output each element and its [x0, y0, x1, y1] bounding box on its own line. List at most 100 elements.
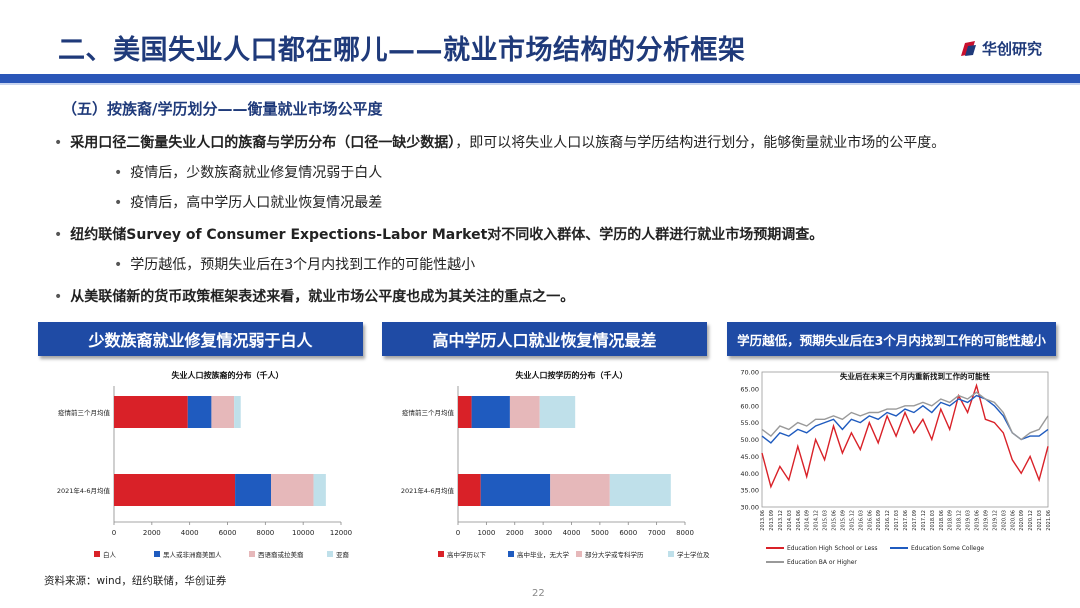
logo-text: 华创研究 — [981, 40, 1042, 58]
x-tick-label: 2000 — [143, 529, 161, 537]
x-tick-label: 2021.03 — [1037, 510, 1043, 531]
x-tick-label: 1000 — [477, 529, 495, 537]
x-tick-label: 8000 — [676, 529, 694, 537]
y-tick-label: 60.00 — [740, 402, 759, 410]
y-tick-label: 30.00 — [740, 504, 759, 512]
y-tick-label: 70.00 — [740, 369, 759, 377]
series-line-0 — [761, 383, 1049, 489]
legend-label: 高中毕业，无大学 — [517, 550, 570, 559]
legend-swatch — [327, 551, 333, 557]
legend-label: 白人 — [103, 550, 117, 559]
bar-0-3 — [539, 396, 576, 428]
x-tick-label: 3000 — [534, 529, 552, 537]
x-tick-label: 2018.03 — [930, 510, 936, 531]
page-title: 二、美国失业人口都在哪儿——就业市场结构的分析框架 — [58, 35, 746, 66]
banner-race: 少数族裔就业修复情况弱于白人 — [38, 322, 363, 356]
title-rule — [0, 74, 1080, 85]
x-tick-label: 12000 — [330, 529, 352, 537]
bar-1-0 — [114, 474, 236, 506]
x-tick-label: 2013.06 — [760, 510, 766, 531]
x-tick-label: 2015.03 — [823, 510, 829, 531]
x-tick-label: 2016.06 — [867, 510, 873, 531]
x-tick-label: 2015.12 — [849, 510, 855, 531]
x-tick-label: 2019.03 — [966, 510, 972, 531]
bar-1-3 — [313, 474, 326, 506]
x-tick-label: 2016.03 — [858, 510, 864, 531]
x-tick-label: 2020.06 — [1010, 510, 1016, 531]
x-tick-label: 2015.09 — [840, 510, 846, 531]
x-tick-label: 7000 — [648, 529, 666, 537]
bullet-3: • 从美联储新的货币政策框架表述来看，就业市场公平度也成为其关注的重点之一。 — [54, 289, 575, 305]
x-tick-label: 2019.12 — [992, 510, 998, 531]
x-tick-label: 4000 — [181, 529, 199, 537]
x-tick-label: 2020.12 — [1028, 510, 1034, 531]
x-tick-label: 2014.09 — [805, 510, 811, 531]
chart-title: 失业人口按学历的分布（千人） — [516, 370, 628, 380]
x-tick-label: 6000 — [219, 529, 237, 537]
bullet-3-text: 从美联储新的货币政策框架表述来看，就业市场公平度也成为其关注的重点之一。 — [70, 289, 575, 305]
chart-job-finding-expectation: 30.00 35.00 40.00 45.00 50.00 55.00 60.00 65.00… — [740, 369, 1052, 567]
bullet-2-sub-1-text: 学历越低，预期失业后在3个月内找到工作的可能性越小 — [130, 257, 476, 273]
legend-label: 黑人或非洲裔美国人 — [163, 550, 222, 559]
bar-1-1 — [480, 474, 551, 506]
x-tick-label: 2017.03 — [894, 510, 900, 531]
legend-label: 部分大学或专科学历 — [585, 550, 644, 559]
chart-race-distribution: 失业人口按族裔的分布（千人） 0 2000 4000 6000 8000 10000 1200… — [57, 370, 352, 559]
x-tick-label: 2000 — [506, 529, 524, 537]
y-tick-label: 65.00 — [740, 385, 759, 393]
x-tick-label: 2014.12 — [814, 510, 820, 531]
x-tick-label: 2014.06 — [796, 510, 802, 531]
legend-label: Education BA or Higher — [787, 559, 857, 566]
bullet-1: • 采用口径二衡量失业人口的族裔与学历分布（口径一缺少数据），即可以将失业人口以族… — [54, 135, 946, 151]
legend-label: Education High School or Less — [787, 545, 878, 552]
bullet-2: • 纽约联储Survey of Consumer Expections-Labor… — [54, 227, 824, 243]
source-note: 资料来源：wind，纽约联储，华创证券 — [44, 575, 227, 587]
x-tick-label: 2018.06 — [939, 510, 945, 531]
y-tick-label: 35.00 — [740, 487, 759, 495]
legend-swatch — [94, 551, 100, 557]
bar-0-0 — [114, 396, 188, 428]
legend-swatch — [576, 551, 582, 557]
bullet-1-sub-2-text: 疫情后，高中学历人口就业恢复情况最差 — [130, 195, 383, 211]
category-label: 疫情前三个月均值 — [402, 408, 455, 417]
chart-title: 失业后在未来三个月内重新找到工作的可能性 — [840, 371, 990, 381]
huachuang-logo-icon — [959, 40, 977, 58]
legend-label: 学士学位及以上 — [677, 550, 710, 559]
x-tick-label: 2016.12 — [885, 510, 891, 531]
chart-education-distribution: 失业人口按学历的分布（千人） 0 1000 2000 3000 4000 5000 6000 7… — [401, 370, 710, 559]
x-tick-label: 2015.06 — [832, 510, 838, 531]
bullet-2-sub-1: • 学历越低，预期失业后在3个月内找到工作的可能性越小 — [114, 257, 476, 273]
bar-0-0 — [458, 396, 472, 428]
x-tick-label: 2020.03 — [1001, 510, 1007, 531]
y-tick-label: 45.00 — [740, 453, 759, 461]
bar-0-2 — [211, 396, 235, 428]
x-tick-label: 8000 — [256, 529, 274, 537]
bar-1-1 — [235, 474, 272, 506]
x-tick-label: 2017.12 — [921, 510, 927, 531]
y-tick-label: 55.00 — [740, 419, 759, 427]
x-tick-label: 2016.09 — [876, 510, 882, 531]
bullet-1-rest: ，即可以将失业人口以族裔与学历结构进行划分，能够衡量就业市场的公平度。 — [455, 135, 946, 151]
x-tick-label: 4000 — [563, 529, 581, 537]
bar-1-0 — [458, 474, 481, 506]
x-tick-label: 2019.09 — [983, 510, 989, 531]
series-line-1 — [761, 394, 1049, 444]
section-subtitle: （五）按族裔/学历划分——衡量就业市场公平度 — [62, 100, 383, 118]
page-number: 22 — [532, 588, 545, 599]
chart-title: 失业人口按族裔的分布（千人） — [172, 370, 284, 380]
plot-frame — [761, 371, 1049, 508]
y-tick-label: 50.00 — [740, 436, 759, 444]
series-line-2 — [761, 391, 1049, 441]
bar-0-2 — [509, 396, 540, 428]
x-tick-label: 2017.06 — [903, 510, 909, 531]
category-label: 2021年4-6月均值 — [57, 486, 111, 495]
bullet-2-text: 纽约联储Survey of Consumer Expections-Labor … — [70, 227, 824, 243]
legend-swatch — [154, 551, 160, 557]
category-label: 2021年4-6月均值 — [401, 486, 455, 495]
x-tick-label: 0 — [456, 529, 460, 537]
x-tick-label: 10000 — [292, 529, 314, 537]
x-tick-label: 2013.12 — [778, 510, 784, 531]
legend-label: Education Some College — [911, 545, 984, 552]
legend-swatch — [508, 551, 514, 557]
legend-label: 高中学历以下 — [447, 550, 487, 559]
